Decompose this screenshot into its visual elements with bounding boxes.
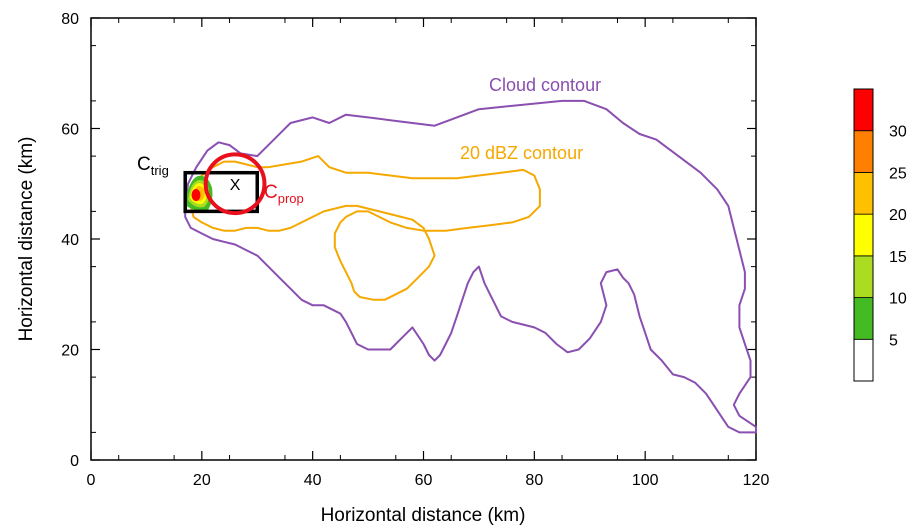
trigger-label-sub: trig: [151, 163, 169, 178]
colorbar-segment: [853, 297, 874, 340]
y-axis-title: Horizontal distance (km): [16, 137, 37, 342]
colorbar-segment: [853, 338, 874, 382]
colorbar: 5 10 15 20 25 30: [853, 88, 907, 382]
colorbar-label: 20: [889, 207, 907, 224]
cloud-contour-line: [184, 99, 757, 434]
trigger-label-base: C: [137, 154, 151, 175]
cloud-contour-label: Cloud contour: [489, 75, 601, 95]
plot-frame: [90, 17, 757, 461]
colorbar-label: 15: [889, 249, 907, 266]
dbz-contour-label: 20 dBZ contour: [460, 143, 583, 163]
x-tick-label: 40: [304, 472, 322, 489]
x-tick-label: 100: [632, 472, 659, 489]
colorbar-segment: [853, 255, 874, 298]
propagation-circle: [203, 152, 267, 216]
y-tick-label: 80: [61, 11, 79, 28]
colorbar-segment: [853, 88, 874, 132]
x-tick-label: 120: [743, 472, 770, 489]
colorbar-segment: [853, 172, 874, 215]
shade-red: [191, 189, 201, 201]
y-tick-label: 60: [61, 122, 79, 139]
colorbar-label: 30: [889, 124, 907, 141]
propagation-label-sub: prop: [278, 191, 304, 206]
x-tick-label: 60: [415, 472, 433, 489]
propagation-label: Cprop: [264, 182, 304, 206]
dbz20-contour-line: [189, 155, 541, 301]
x-tick-label: 20: [193, 472, 211, 489]
colorbar-segment: [853, 213, 874, 257]
axis-tick-labels: 0 20 40 60 80 100 120 0 20 40 60 80: [61, 11, 769, 489]
colorbar-segment: [853, 130, 874, 173]
axis-ticks: [90, 17, 757, 461]
x-tick-label: 0: [87, 472, 96, 489]
propagation-label-base: C: [264, 182, 278, 203]
x-tick-label: 80: [525, 472, 543, 489]
colorbar-label: 10: [889, 291, 907, 308]
colorbar-label: 25: [889, 165, 907, 182]
center-mark: X: [230, 177, 241, 194]
y-tick-label: 40: [61, 232, 79, 249]
x-axis-title: Horizontal distance (km): [321, 505, 526, 526]
y-tick-label: 0: [70, 453, 79, 470]
contour-series: [184, 99, 757, 434]
colorbar-border: [853, 88, 874, 382]
trigger-label: Ctrig: [137, 154, 169, 178]
y-tick-label: 20: [61, 343, 79, 360]
colorbar-label: 5: [889, 332, 898, 349]
